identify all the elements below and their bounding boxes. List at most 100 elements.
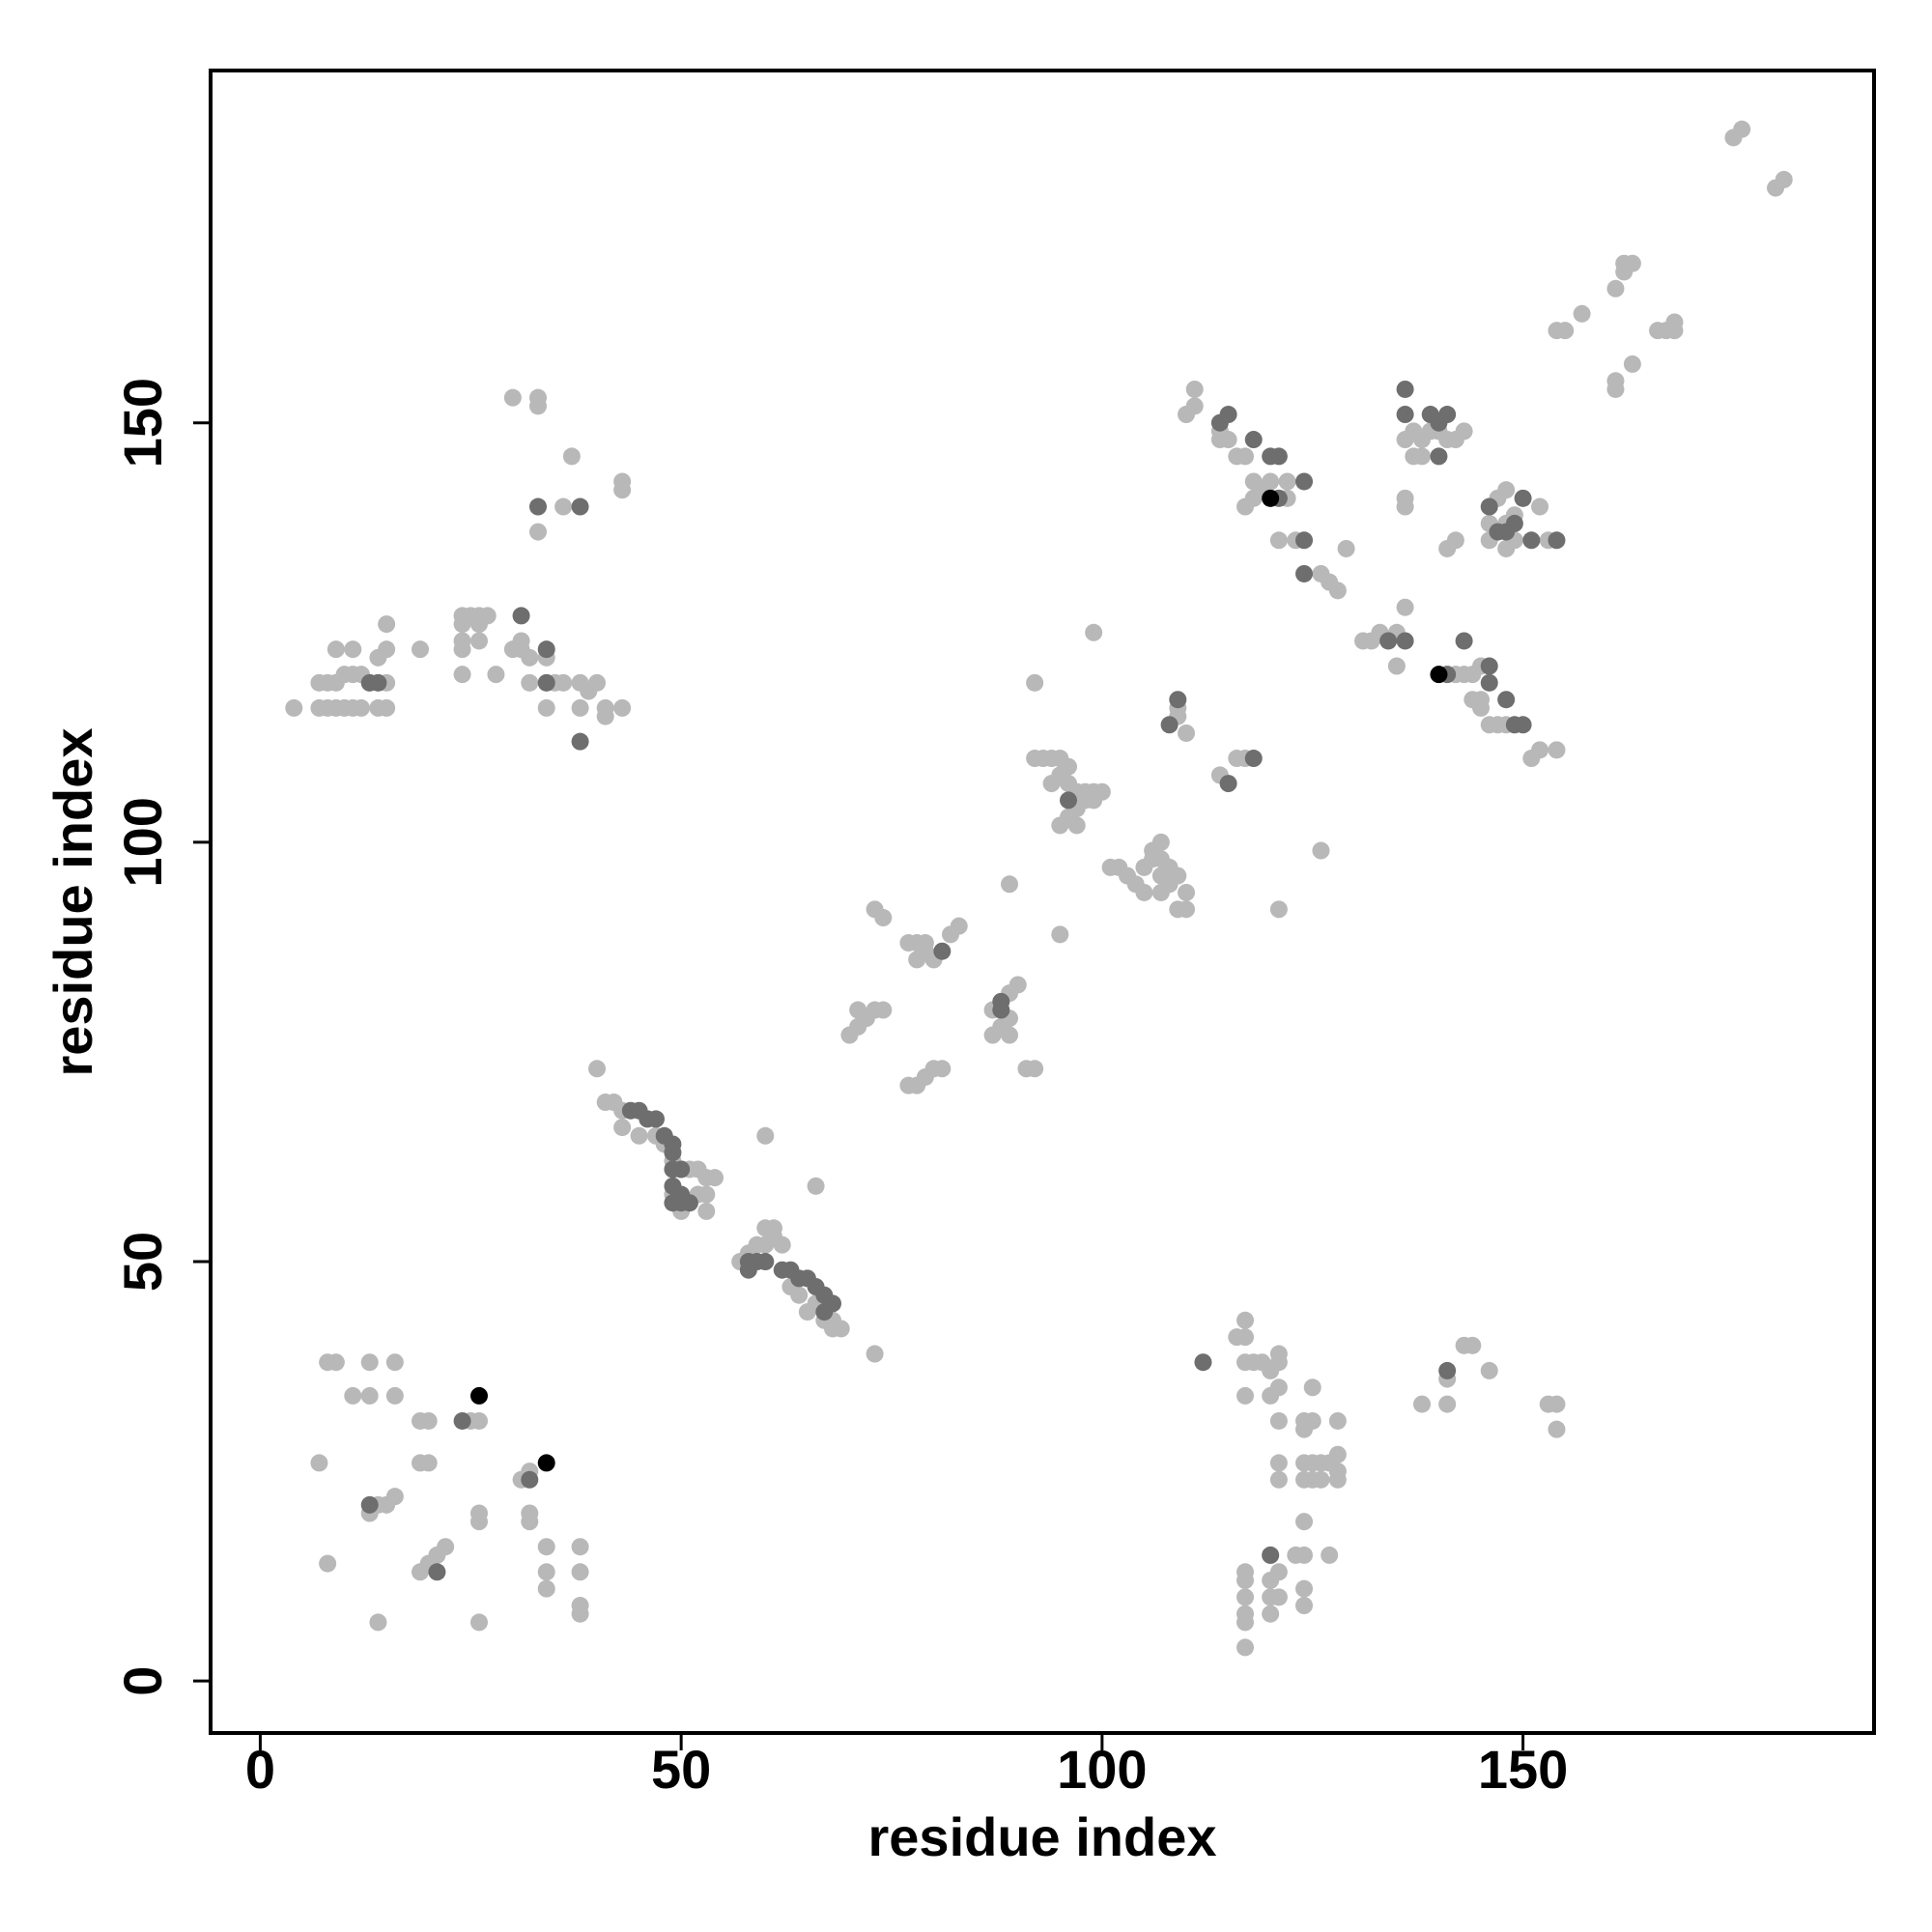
contact-point [1455, 666, 1473, 684]
contact-point [1085, 791, 1103, 810]
contact-point [1522, 531, 1541, 550]
contact-point [285, 698, 303, 717]
contact-point [344, 1386, 362, 1405]
contact-point [344, 640, 362, 659]
contact-point [1455, 632, 1473, 650]
contact-point [1463, 1336, 1482, 1354]
contact-point [1480, 497, 1498, 516]
contact-point [1396, 598, 1414, 616]
contact-point [587, 1060, 606, 1078]
contact-point [992, 992, 1010, 1010]
contact-point [537, 640, 555, 659]
contact-point [874, 1001, 893, 1019]
contact-point [1623, 254, 1641, 272]
contact-point [378, 640, 396, 659]
contact-point [1573, 304, 1591, 323]
contact-point [360, 1495, 379, 1514]
contact-point [1236, 497, 1255, 516]
contact-point [1606, 380, 1625, 398]
contact-point [1295, 472, 1314, 491]
contact-point [1295, 1597, 1314, 1615]
contact-point [1178, 883, 1196, 901]
contact-point [697, 1185, 716, 1204]
contact-point [1269, 531, 1288, 550]
contact-point [378, 615, 396, 634]
x-axis-title: residue index [867, 1806, 1216, 1867]
contact-point [528, 397, 547, 415]
contact-point [327, 1353, 345, 1372]
contact-point [1269, 1470, 1288, 1489]
contact-point [1236, 1588, 1255, 1606]
contact-point [537, 1563, 555, 1581]
contact-point [1026, 673, 1044, 692]
contact-point [664, 1144, 682, 1162]
y-tick-label: 50 [112, 1232, 173, 1292]
contact-point [1169, 867, 1187, 885]
contact-point [1548, 741, 1566, 759]
contact-point [487, 666, 505, 684]
contact-point [1269, 447, 1288, 466]
contact-point [1067, 816, 1086, 835]
contact-point [1269, 1345, 1288, 1363]
contact-point [528, 523, 547, 541]
contact-point [1531, 497, 1549, 516]
contact-point [310, 1454, 328, 1472]
contact-point [1026, 1060, 1044, 1078]
contact-point [1396, 632, 1414, 650]
contact-point [1236, 1386, 1255, 1405]
contact-point [571, 1538, 589, 1556]
contact-point [1262, 489, 1280, 507]
contact-point [1328, 582, 1347, 600]
contact-point [1455, 422, 1473, 440]
contact-point [1269, 1454, 1288, 1472]
contact-point [521, 1513, 539, 1531]
contact-point [469, 1411, 488, 1430]
contact-point [832, 1320, 850, 1338]
contact-point [521, 648, 539, 667]
y-tick-label: 0 [112, 1666, 173, 1696]
contact-point [453, 666, 471, 684]
contact-point [1480, 673, 1498, 692]
contact-point [1514, 716, 1532, 734]
plot-frame [209, 69, 1876, 1735]
contact-point [1295, 1513, 1314, 1531]
contact-point [369, 673, 387, 692]
contact-point [1413, 447, 1432, 466]
contact-point [1606, 279, 1625, 298]
contact-point [1262, 1605, 1280, 1623]
contact-point [1269, 1563, 1288, 1581]
contact-point [1278, 472, 1296, 491]
contact-point [1295, 1546, 1314, 1564]
contact-point [587, 673, 606, 692]
contact-point [319, 1554, 337, 1573]
contact-point [352, 698, 370, 717]
contact-point [437, 1538, 455, 1556]
x-tick-label: 0 [245, 1739, 275, 1800]
x-tick-label: 100 [1057, 1739, 1147, 1800]
contact-point [1438, 1395, 1457, 1413]
contact-point [1303, 1411, 1321, 1430]
contact-point [765, 1219, 783, 1237]
contact-point [453, 632, 471, 650]
contact-point [866, 1345, 884, 1363]
contact-point [680, 1194, 698, 1212]
contact-point [453, 1411, 471, 1430]
contact-point [1321, 1454, 1339, 1472]
contact-point [1269, 1378, 1288, 1397]
contact-point [1497, 481, 1516, 499]
contact-point [1337, 539, 1355, 557]
contact-point [1219, 406, 1237, 424]
contact-point [1623, 355, 1641, 373]
contact-point [537, 1579, 555, 1598]
contact-point [1236, 447, 1255, 466]
contact-point [1001, 875, 1019, 894]
contact-point [1236, 1638, 1255, 1657]
contact-point [1269, 900, 1288, 919]
contact-point [1210, 431, 1229, 449]
contact-point [469, 1513, 488, 1531]
contact-point [613, 1119, 632, 1137]
contact-point [756, 1253, 775, 1271]
contact-point [1236, 1571, 1255, 1589]
contact-point [1262, 1546, 1280, 1564]
